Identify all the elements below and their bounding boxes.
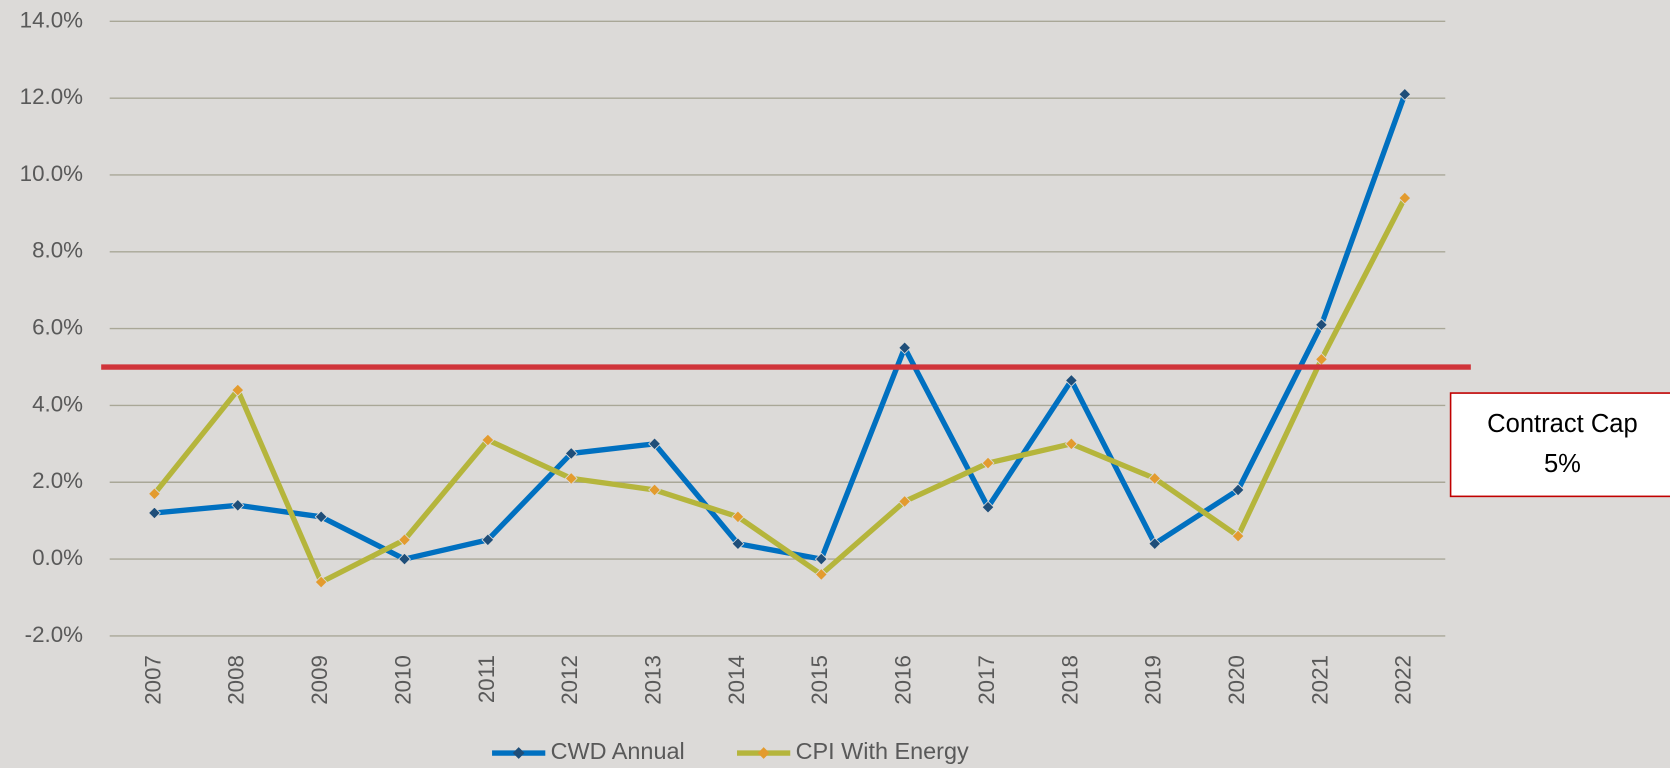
x-tick-label: 2007 — [140, 655, 165, 705]
x-tick-label: 2014 — [724, 655, 749, 705]
x-tick-label: 2010 — [390, 655, 415, 705]
annotation-text: 5% — [1544, 450, 1581, 478]
data-point — [147, 487, 161, 501]
data-point — [814, 567, 828, 581]
data-point — [981, 456, 995, 470]
data-point — [1064, 374, 1078, 387]
data-point — [898, 341, 912, 355]
x-tick-label: 2009 — [307, 655, 332, 705]
x-tick-label: 2019 — [1141, 655, 1166, 705]
y-tick-label: 2.0% — [32, 468, 83, 493]
x-tick-label: 2016 — [891, 655, 916, 705]
data-point — [1231, 483, 1245, 497]
x-tick-label: 2017 — [974, 655, 999, 705]
data-point — [1148, 537, 1162, 551]
x-tick-label: 2011 — [474, 655, 499, 703]
data-point — [1064, 437, 1078, 451]
data-point — [231, 498, 245, 512]
data-point — [481, 433, 495, 447]
data-point — [1398, 191, 1412, 205]
data-point — [564, 446, 578, 460]
legend-marker — [757, 747, 770, 759]
data-point — [1148, 471, 1162, 485]
data-point — [314, 510, 328, 524]
data-point — [898, 494, 912, 508]
annotation-box — [1449, 392, 1670, 498]
data-point — [1231, 529, 1245, 543]
x-tick-label: 2020 — [1224, 655, 1249, 705]
data-point — [564, 471, 578, 485]
data-point — [481, 533, 495, 547]
y-tick-label: 6.0% — [32, 315, 83, 340]
data-point — [398, 533, 411, 547]
y-tick-label: 12.0% — [20, 84, 84, 109]
legend-marker — [512, 747, 525, 759]
y-tick-label: 10.0% — [20, 161, 84, 186]
legend-label: CPI With Energy — [796, 738, 969, 764]
series-line — [152, 196, 1408, 585]
legend-label: CWD Annual — [551, 738, 685, 764]
y-tick-label: 14.0% — [20, 7, 84, 32]
x-tick-label: 2021 — [1307, 655, 1332, 705]
x-tick-label: 2018 — [1057, 655, 1082, 705]
x-tick-label: 2022 — [1391, 655, 1416, 705]
data-point — [1314, 318, 1328, 332]
data-point — [731, 537, 745, 551]
y-tick-label: 0.0% — [32, 545, 83, 570]
y-tick-label: 4.0% — [32, 391, 83, 416]
annotation-text: Contract Cap — [1487, 410, 1638, 438]
y-tick-label: -2.0% — [25, 622, 84, 647]
data-point — [398, 552, 411, 566]
data-point — [814, 552, 828, 566]
data-point — [648, 437, 662, 451]
data-point — [231, 383, 245, 397]
data-point — [648, 483, 662, 497]
data-point — [981, 500, 995, 514]
data-point — [314, 575, 328, 589]
data-point — [1398, 87, 1412, 101]
y-tick-label: 8.0% — [32, 238, 83, 263]
x-tick-label: 2008 — [224, 655, 249, 705]
x-tick-label: 2015 — [807, 655, 832, 705]
data-point — [147, 506, 161, 520]
x-tick-label: 2013 — [640, 655, 665, 705]
data-point — [731, 510, 745, 524]
x-tick-label: 2012 — [557, 655, 582, 705]
series-line — [154, 93, 1408, 562]
